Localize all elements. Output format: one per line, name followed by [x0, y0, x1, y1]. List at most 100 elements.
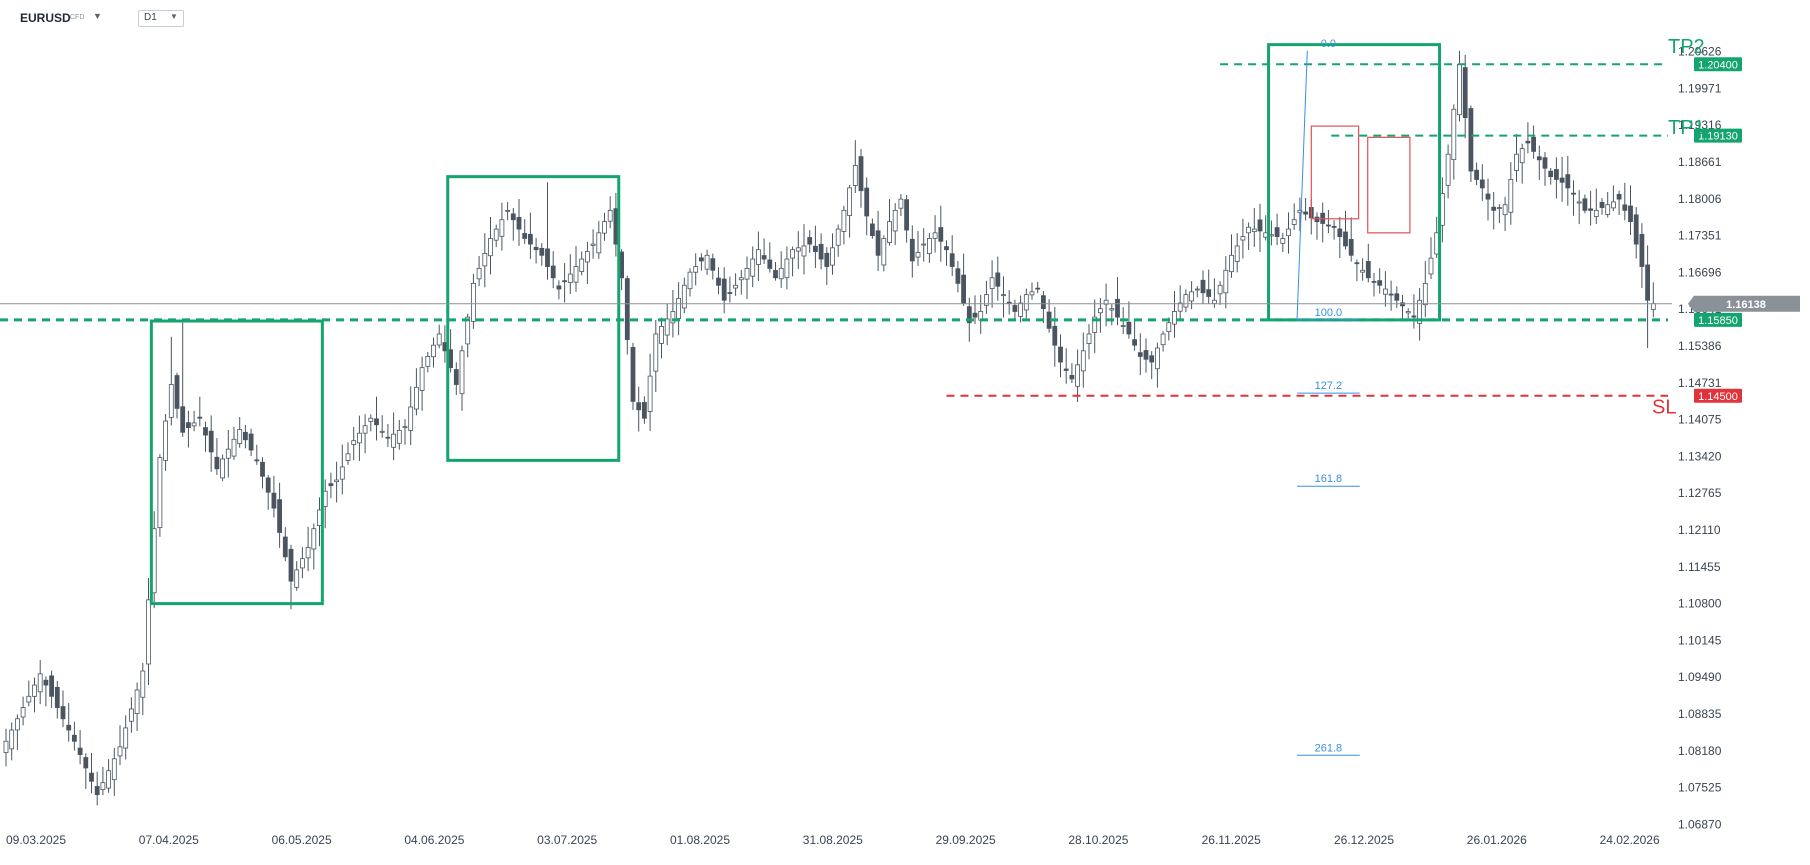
candle-body — [431, 344, 436, 358]
candle-body — [334, 479, 340, 483]
candle-body — [704, 254, 710, 270]
candle-body — [26, 695, 32, 703]
candle-body — [1212, 299, 1217, 304]
pattern-box — [149, 319, 324, 606]
candle-body — [1485, 193, 1491, 200]
candle-body — [1234, 245, 1240, 262]
candle-body — [168, 384, 174, 418]
candle-body — [1491, 206, 1497, 211]
timeframe-label: D1 — [144, 12, 157, 23]
candle-body — [516, 216, 522, 230]
price-axis[interactable]: 1.206261.199711.193161.186611.180061.173… — [1678, 45, 1722, 832]
candle-body — [408, 406, 414, 431]
candle-body — [528, 233, 533, 245]
candle-body — [14, 718, 20, 731]
candle-body — [1497, 207, 1502, 209]
candle-body — [265, 477, 271, 493]
candle-body — [1086, 333, 1092, 344]
candle-body — [1132, 339, 1137, 346]
candle-body — [636, 402, 642, 411]
candle-body — [744, 268, 750, 280]
candle-body — [1360, 269, 1365, 273]
candle-body — [1023, 294, 1029, 311]
candle-body — [602, 221, 607, 234]
candle-body — [955, 268, 961, 284]
candle-body — [214, 456, 220, 470]
tp2-label: TP2 — [1668, 36, 1705, 58]
tp1-label: TP1 — [1668, 117, 1705, 139]
y-tick-label: 1.15386 — [1678, 339, 1722, 353]
candle-body — [1001, 294, 1006, 297]
candle-body — [659, 326, 664, 344]
candle-body — [282, 536, 288, 558]
candle-body — [904, 199, 909, 231]
level-lines — [0, 63, 1672, 397]
candle-body — [1058, 346, 1063, 363]
candle-body — [1200, 279, 1206, 294]
candle-body — [1189, 291, 1194, 302]
candle-body — [425, 356, 431, 367]
candle-body — [1012, 305, 1018, 312]
candle-body — [72, 734, 77, 742]
fib-level-label: 261.8 — [1315, 742, 1343, 754]
candle-body — [989, 277, 995, 289]
candle-body — [892, 209, 898, 232]
symbol-dropdown-icon[interactable]: ▼ — [93, 11, 102, 21]
time-axis[interactable]: 09.03.2025 07.04.2025 06.05.2025 04.06.2025… — [6, 833, 1660, 847]
candle-body — [550, 265, 556, 279]
candle-body — [1422, 282, 1428, 306]
candle-body — [1103, 299, 1109, 305]
candle-body — [123, 727, 129, 749]
badge-tp2-text: 1.20400 — [1698, 59, 1738, 71]
candle-body — [813, 245, 818, 252]
candle-body — [134, 689, 140, 714]
timeframe-select[interactable]: D1 ▼ — [138, 10, 184, 27]
candle-body — [379, 430, 385, 433]
candle-body — [961, 274, 966, 304]
candle-body — [368, 417, 374, 422]
candle-body — [94, 786, 100, 796]
candle-body — [938, 227, 944, 242]
x-tick-label: 28.10.2025 — [1068, 833, 1128, 847]
symbol-name[interactable]: EURUSD — [20, 11, 71, 25]
candle-body — [573, 266, 579, 283]
candle-body — [1172, 311, 1177, 325]
candle-body — [915, 252, 921, 258]
candle-body — [396, 429, 402, 444]
chart-header: EURUSD CFD ▼ D1 ▼ — [0, 0, 1810, 34]
candle-body — [1143, 350, 1149, 360]
x-tick-label: 09.03.2025 — [6, 833, 66, 847]
candle-body — [1371, 280, 1377, 283]
candle-body — [1622, 204, 1628, 211]
candle-body — [1576, 201, 1582, 204]
candle-body — [710, 258, 716, 271]
candle-body — [254, 459, 260, 462]
candle-body — [1645, 264, 1650, 301]
fibonacci-tool[interactable]: 0.0 100.0 127.2 161.8 261.8 — [1296, 38, 1360, 756]
y-tick-label: 1.10800 — [1678, 597, 1722, 611]
candle-body — [83, 757, 89, 769]
candle-body — [1257, 219, 1263, 232]
candle-body — [1639, 234, 1645, 267]
candle-body — [1194, 288, 1200, 291]
candle-body — [1029, 291, 1035, 296]
badge-sl-text: 1.14500 — [1698, 391, 1738, 403]
candle-body — [1166, 322, 1172, 332]
candle-body — [345, 453, 351, 461]
candle-body — [305, 547, 311, 559]
pattern-boxes — [149, 43, 1442, 606]
candle-body — [43, 679, 49, 686]
badge-tp1-text: 1.19130 — [1698, 131, 1738, 143]
candle-body — [824, 252, 830, 267]
badge-entry-text: 1.15850 — [1698, 315, 1738, 327]
candle-body — [488, 238, 493, 257]
candle-body — [1468, 108, 1474, 172]
candle-body — [1542, 157, 1548, 169]
x-tick-label: 31.08.2025 — [803, 833, 863, 847]
candle-body — [1303, 211, 1308, 215]
candle-body — [847, 187, 852, 216]
candle-body — [66, 724, 72, 731]
candle-body — [807, 237, 813, 245]
x-tick-label: 29.09.2025 — [936, 833, 996, 847]
